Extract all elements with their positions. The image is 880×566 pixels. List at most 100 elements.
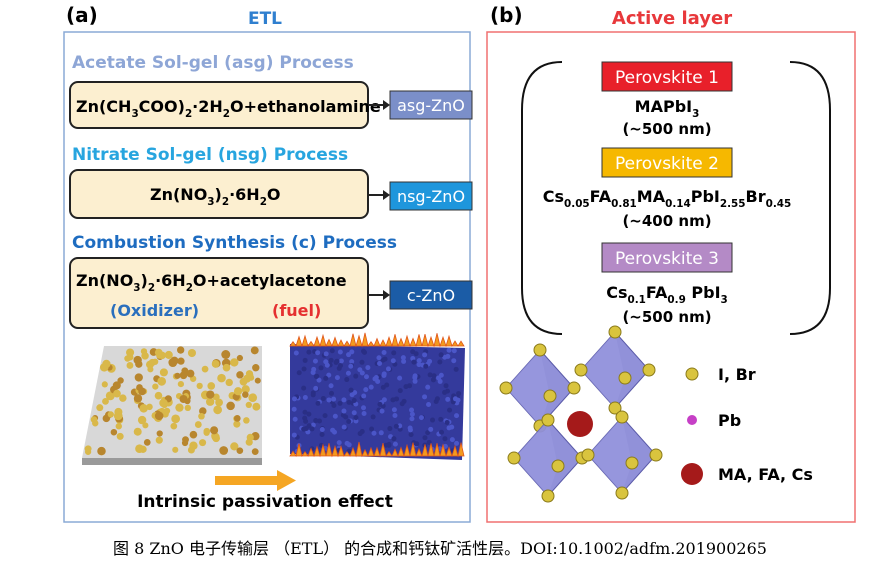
- particle: [454, 440, 460, 446]
- particle: [442, 389, 448, 395]
- product-box: [389, 181, 473, 211]
- formula-part: ): [215, 185, 222, 204]
- atom: [567, 411, 593, 437]
- particle: [133, 427, 142, 436]
- particle: [384, 382, 390, 388]
- particle: [246, 433, 254, 441]
- panel-label: (a): [66, 3, 98, 27]
- subscript: 3: [721, 294, 728, 306]
- particle: [414, 441, 420, 447]
- perovskite-box: [601, 242, 733, 273]
- particle: [301, 426, 307, 432]
- particle: [331, 396, 337, 402]
- atom: [533, 343, 547, 357]
- thickness: (~500 nm): [622, 120, 711, 138]
- particle: [117, 377, 124, 384]
- particle: [341, 424, 347, 430]
- legend-label: I, Br: [718, 365, 756, 384]
- atom: [581, 448, 595, 462]
- particle: [186, 369, 195, 378]
- subscript: 2: [185, 108, 192, 120]
- subscript: 2.55: [720, 198, 746, 210]
- particle: [213, 405, 223, 415]
- formula-part: FA: [590, 187, 612, 206]
- subscript: 2: [148, 282, 155, 294]
- particle: [194, 421, 202, 428]
- particle: [363, 374, 369, 380]
- particle: [126, 362, 134, 369]
- arrow-body: [215, 476, 277, 485]
- atom: [499, 381, 513, 395]
- particle: [171, 414, 181, 424]
- particle: [176, 346, 185, 354]
- particle: [346, 352, 352, 358]
- particle: [84, 448, 92, 455]
- particle: [154, 391, 163, 400]
- product: nsg-ZnO: [397, 187, 465, 206]
- octahedron-face: [588, 417, 632, 493]
- flame: [289, 441, 465, 458]
- particle: [143, 439, 151, 446]
- process-name: Acetate Sol-gel (asg) Process: [72, 53, 354, 73]
- particle: [400, 355, 406, 361]
- particle: [365, 365, 371, 371]
- particle: [113, 411, 123, 421]
- formula-part: PbI: [691, 187, 720, 206]
- particle: [378, 430, 384, 436]
- particle: [337, 349, 343, 355]
- particle: [409, 411, 415, 417]
- particle: [157, 376, 167, 386]
- formula-part: O+ethanolamine: [230, 97, 381, 116]
- particle: [343, 414, 349, 420]
- particle: [447, 407, 453, 413]
- particle: [226, 401, 235, 411]
- particle: [159, 398, 168, 408]
- particle: [397, 375, 403, 381]
- particle: [361, 405, 367, 411]
- particle: [310, 422, 316, 428]
- bracket: [521, 61, 563, 335]
- particle: [248, 393, 258, 403]
- particle: [243, 417, 250, 424]
- particle: [330, 427, 336, 433]
- particle: [110, 428, 118, 436]
- particle: [315, 350, 321, 356]
- particle: [399, 401, 405, 407]
- particle: [236, 371, 244, 379]
- particle: [328, 357, 334, 363]
- particle: [425, 430, 431, 436]
- particle: [416, 358, 422, 364]
- subscript: 0.9: [667, 294, 685, 306]
- formula: Zn(NO3)2·6H2O: [150, 185, 281, 208]
- particle: [357, 431, 363, 437]
- particle: [383, 442, 389, 448]
- subscript: 3: [133, 282, 140, 294]
- subscript: 0.45: [766, 198, 792, 210]
- product-box: [389, 90, 473, 120]
- particle: [326, 397, 332, 403]
- particle: [377, 401, 383, 407]
- particle: [215, 398, 223, 407]
- particle: [115, 423, 122, 430]
- particle: [439, 429, 445, 435]
- atom: [608, 401, 622, 415]
- particle: [242, 391, 249, 398]
- particle: [233, 387, 243, 396]
- formula: MAPbI3: [635, 97, 700, 120]
- nanoparticle-film: [82, 346, 262, 465]
- particle: [126, 348, 135, 357]
- particle: [313, 385, 319, 391]
- particle: [236, 354, 244, 362]
- particle: [422, 352, 428, 358]
- particle: [196, 382, 203, 390]
- particle: [353, 415, 359, 421]
- legend-swatch: [685, 367, 699, 381]
- particle: [199, 439, 207, 447]
- particle: [154, 348, 163, 357]
- atom: [543, 389, 557, 403]
- particle: [301, 385, 307, 391]
- particle: [306, 349, 312, 355]
- particle: [379, 408, 385, 414]
- particle: [96, 404, 104, 412]
- subscript: 0.81: [611, 198, 637, 210]
